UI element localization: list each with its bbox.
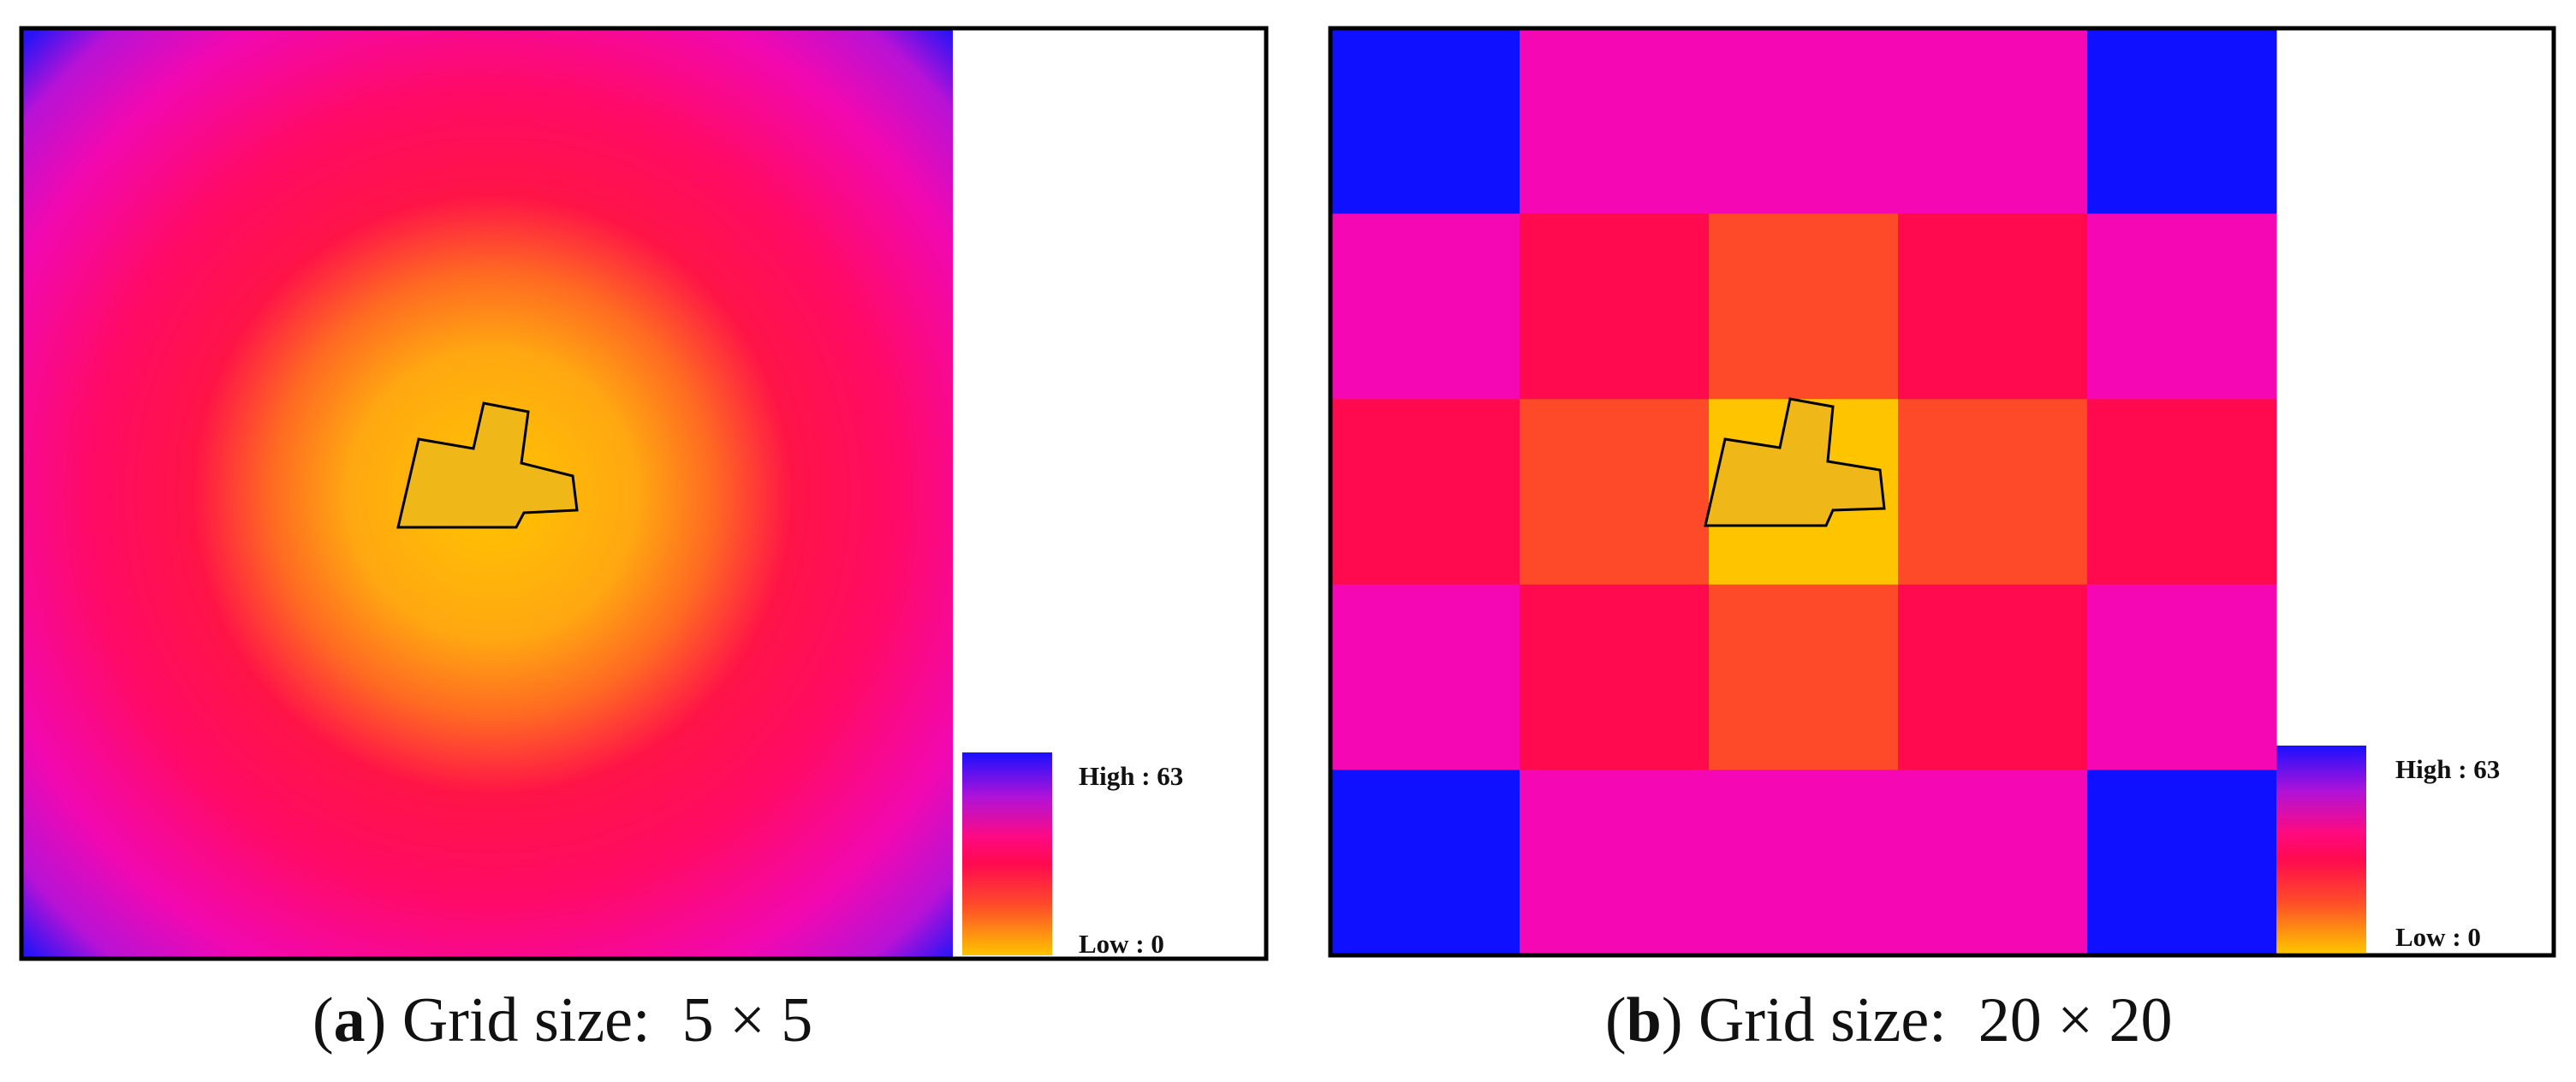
- heatmap-cell-r0-c0: [1330, 28, 1520, 215]
- heatmap-cell-r2-c3: [1898, 399, 2088, 586]
- caption-a-letter: a: [333, 985, 366, 1055]
- caption-b-letter: b: [1626, 985, 1662, 1055]
- panel-b: High : 63 Low : 0 (b) Grid size: 20 × 20: [1310, 0, 2576, 1082]
- heatmap-cell-r0-c4: [2087, 28, 2277, 215]
- heatmap-cell-r3-c3: [1898, 584, 2088, 770]
- heatmap-cell-r3-c2: [1709, 584, 1899, 770]
- legend-low-label-b: Low : 0: [2395, 922, 2481, 952]
- legend-high-label-b: High : 63: [2395, 754, 2501, 784]
- heatmap-b-cells: [1330, 28, 2277, 956]
- caption-a-text: Grid size:: [402, 985, 651, 1055]
- heatmap-cell-r2-c1: [1520, 399, 1710, 586]
- heatmap-cell-r4-c1: [1520, 770, 1710, 956]
- heatmap-cell-r4-c4: [2087, 770, 2277, 956]
- caption-a: (a) Grid size: 5 × 5: [312, 985, 813, 1055]
- legend-bar-a: [962, 752, 1052, 955]
- heatmap-cell-r3-c4: [2087, 584, 2277, 770]
- heatmap-cell-r1-c3: [1898, 213, 2088, 400]
- heatmap-cell-r1-c2: [1709, 213, 1899, 400]
- heatmap-cell-r3-c0: [1330, 584, 1520, 770]
- frame-b: [1328, 26, 2556, 958]
- heatmap-cell-r1-c1: [1520, 213, 1710, 400]
- heatmap-b: [1328, 26, 2556, 958]
- heatmap-cell-r0-c1: [1520, 28, 1710, 215]
- caption-b: (b) Grid size: 20 × 20: [1605, 985, 2173, 1055]
- caption-b-text: Grid size:: [1698, 985, 1947, 1055]
- heatmap-cell-r3-c1: [1520, 584, 1710, 770]
- legend-high-label-a: High : 63: [1079, 761, 1184, 791]
- legend-low-label-a: Low : 0: [1079, 929, 1164, 959]
- heatmap-cell-r0-c3: [1898, 28, 2088, 215]
- frame-a: [19, 26, 1269, 961]
- heatmap-cell-r0-c2: [1709, 28, 1899, 215]
- heatmap-a: [19, 26, 1269, 961]
- heatmap-cell-r1-c4: [2087, 213, 2277, 400]
- heatmap-cell-r2-c4: [2087, 399, 2277, 586]
- caption-a-grid: 5 × 5: [681, 985, 813, 1055]
- heatmap-cell-r2-c0: [1330, 399, 1520, 586]
- heatmap-cell-r4-c0: [1330, 770, 1520, 956]
- caption-b-grid: 20 × 20: [1978, 985, 2173, 1055]
- target-polygon-a: [396, 401, 579, 529]
- heatmap-cell-r1-c0: [1330, 213, 1520, 400]
- legend-bar-b: [2276, 746, 2366, 953]
- heatmap-cell-r4-c3: [1898, 770, 2088, 956]
- heatmap-cell-r4-c2: [1709, 770, 1899, 956]
- target-polygon-b: [1704, 397, 1886, 527]
- panel-a: High : 63 Low : 0 (a) Grid size: 5 × 5: [19, 26, 1269, 1055]
